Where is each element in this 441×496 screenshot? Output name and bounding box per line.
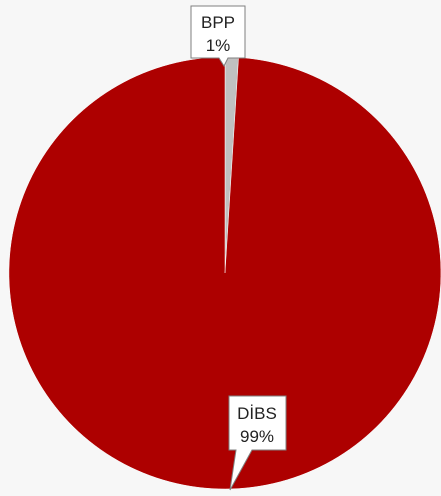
- pie-slice-dibs: [8, 56, 441, 490]
- callout-dibs: DİBS 99%: [228, 395, 287, 491]
- callout-bpp-box: [190, 5, 246, 68]
- slices-layer: [8, 56, 441, 490]
- slice-label-bpp: BPP: [201, 13, 235, 32]
- callout-bpp: BPP 1%: [190, 5, 246, 68]
- callout-dibs-box: [228, 395, 287, 491]
- slice-label-dibs: DİBS: [237, 404, 277, 423]
- labels-layer: BPP 1% DİBS 99%: [190, 5, 287, 491]
- slice-value-bpp: 1%: [206, 36, 231, 55]
- slice-value-dibs: 99%: [240, 427, 274, 446]
